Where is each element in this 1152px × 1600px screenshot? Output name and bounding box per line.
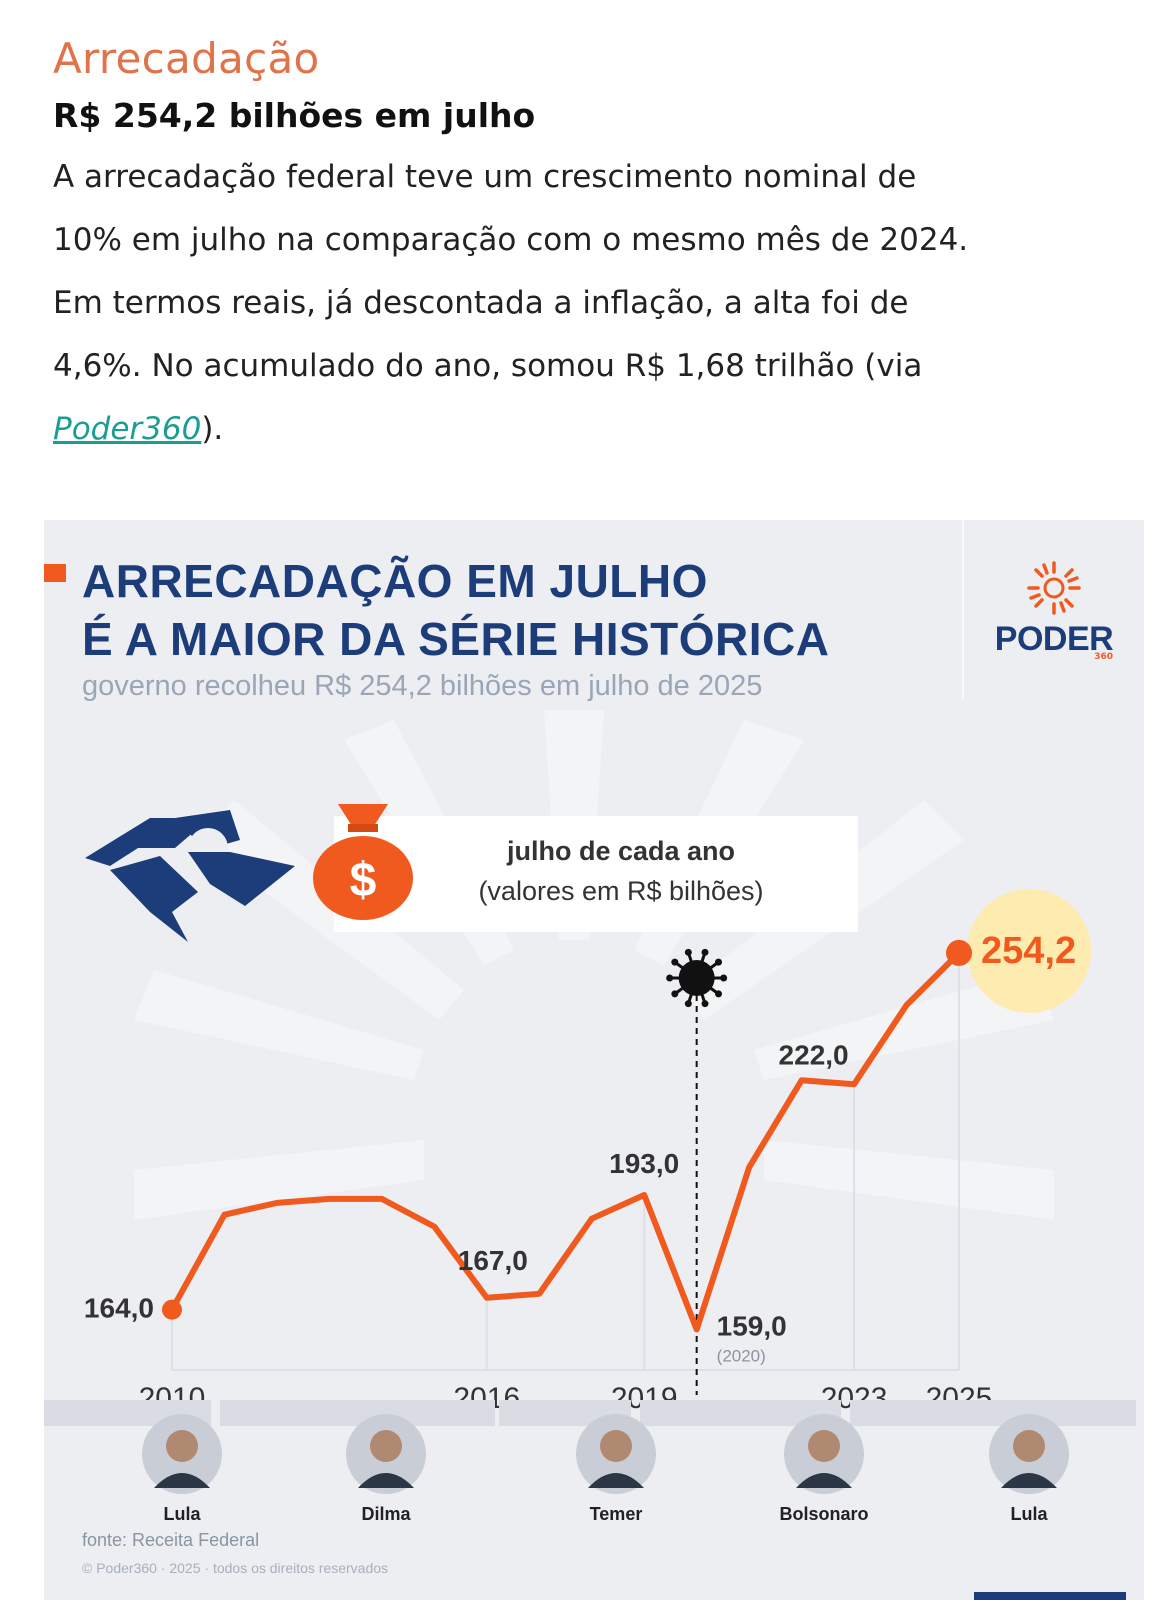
data-label-2022: 222,0 — [779, 1039, 849, 1070]
avatar — [784, 1414, 864, 1494]
body-end: ). — [201, 411, 224, 447]
president-name: Bolsonaro — [779, 1504, 869, 1524]
start-marker — [162, 1299, 182, 1320]
avatar — [346, 1414, 426, 1494]
source-note: fonte: Receita Federal — [82, 1530, 260, 1550]
legend-line-2: (valores em R$ bilhões) — [478, 876, 764, 906]
president-3: Bolsonaro — [754, 1412, 894, 1525]
body-line-4: 4,6%. No acumulado do ano, somou R$ 1,68… — [53, 348, 923, 384]
data-label-2010: 164,0 — [84, 1293, 154, 1324]
bottom-bar — [974, 1592, 1126, 1600]
data-note-2020: (2020) — [717, 1346, 766, 1365]
term-strip — [220, 1400, 495, 1426]
end-marker — [946, 939, 972, 966]
president-name: Dilma — [361, 1504, 411, 1524]
article-body: A arrecadação federal teve um cresciment… — [53, 146, 1113, 461]
logo-divider — [962, 520, 964, 700]
data-label-2025: 254,2 — [981, 930, 1076, 972]
data-label-2016: 167,0 — [458, 1245, 528, 1276]
president-name: Lula — [163, 1504, 201, 1524]
title-line-2: É A MAIOR DA SÉRIE HISTÓRICA — [82, 613, 830, 665]
president-name: Temer — [589, 1504, 643, 1524]
series-line — [169, 949, 962, 1333]
money-bag-icon: $ — [313, 804, 413, 920]
avatar — [142, 1414, 222, 1494]
avatar — [989, 1414, 1069, 1494]
body-line-2: 10% em julho na comparação com o mesmo m… — [53, 222, 969, 258]
poder360-logo: PODER 360 — [989, 560, 1119, 662]
virus-icon — [666, 948, 728, 1008]
poder360-link[interactable]: Poder360 — [53, 411, 202, 447]
legend-line-1: julho de cada ano — [506, 836, 736, 866]
brand-sub: 360 — [1094, 652, 1113, 662]
svg-text:$: $ — [350, 854, 377, 907]
title-line-1: ARRECADAÇÃO EM JULHO — [82, 555, 708, 607]
highlight-circle — [967, 888, 1091, 1013]
president-2: Temer — [546, 1412, 686, 1525]
presidents-strip: Lula Dilma Temer Bolsonaro Lula — [44, 1400, 1144, 1530]
president-4: Lula — [959, 1412, 1099, 1525]
brand-text: PODER — [994, 620, 1114, 658]
president-1: Dilma — [316, 1412, 456, 1525]
president-name: Lula — [1010, 1504, 1048, 1524]
infographic: ARRECADAÇÃO EM JULHO É A MAIOR DA SÉRIE … — [44, 520, 1144, 1600]
article-kicker: Arrecadação — [53, 34, 320, 83]
orange-tab — [44, 564, 66, 582]
legend-box: julho de cada ano (valores em R$ bilhões… — [334, 816, 858, 932]
body-line-1: A arrecadação federal teve um cresciment… — [53, 159, 917, 195]
receita-federal-logo-icon — [85, 810, 295, 942]
avatar — [576, 1414, 656, 1494]
copyright-note: © Poder360 · 2025 · todos os direitos re… — [82, 1560, 389, 1576]
infographic-title: ARRECADAÇÃO EM JULHO É A MAIOR DA SÉRIE … — [82, 552, 922, 668]
line-chart: 164,0167,0193,0159,0(2020)222,0254,22010… — [84, 888, 1091, 1410]
article: Arrecadação R$ 254,2 bilhões em julho A … — [53, 30, 1113, 461]
poder360-sun-icon — [1027, 561, 1081, 615]
data-label-2020: 159,0 — [717, 1310, 787, 1341]
data-label-2019: 193,0 — [609, 1148, 679, 1179]
term-strip — [850, 1400, 1136, 1426]
article-headline: R$ 254,2 bilhões em julho — [53, 96, 536, 135]
body-line-3: Em termos reais, já descontada a inflaçã… — [53, 285, 909, 321]
infographic-subtitle: governo recolheu R$ 254,2 bilhões em jul… — [82, 670, 763, 702]
president-0: Lula — [112, 1412, 252, 1525]
